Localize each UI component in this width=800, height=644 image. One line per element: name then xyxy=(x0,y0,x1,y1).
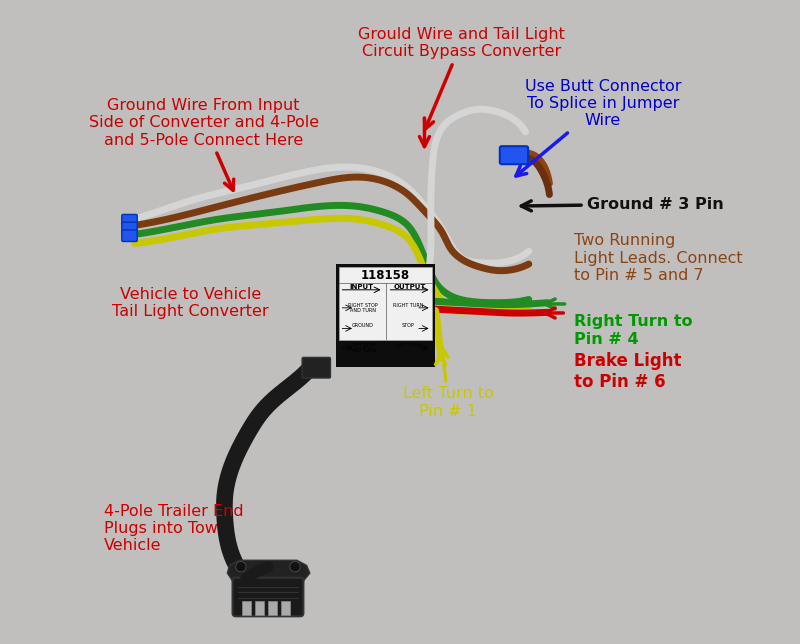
Text: Two Running
Light Leads. Connect
to Pin # 5 and 7: Two Running Light Leads. Connect to Pin … xyxy=(574,233,742,283)
Text: OUTPUT: OUTPUT xyxy=(394,284,426,290)
Text: RIGHT TURN: RIGHT TURN xyxy=(394,303,424,308)
Text: INPUT: INPUT xyxy=(350,284,374,290)
Text: LEFT TURN: LEFT TURN xyxy=(395,343,422,348)
Bar xyxy=(268,601,277,615)
Text: GROUND: GROUND xyxy=(352,323,374,328)
Circle shape xyxy=(236,562,246,572)
Polygon shape xyxy=(227,560,310,581)
Text: 4-Pole Trailer End
Plugs into Tow
Vehicle: 4-Pole Trailer End Plugs into Tow Vehicl… xyxy=(104,504,243,553)
Text: Left Turn to
Pin # 1: Left Turn to Pin # 1 xyxy=(403,348,494,419)
Text: Brake Light
to Pin # 6: Brake Light to Pin # 6 xyxy=(574,352,682,391)
Text: Vehicle to Vehicle
Tail Light Converter: Vehicle to Vehicle Tail Light Converter xyxy=(112,287,269,319)
Text: STOP: STOP xyxy=(402,323,415,328)
Circle shape xyxy=(290,562,300,572)
FancyBboxPatch shape xyxy=(233,578,303,616)
Bar xyxy=(339,267,431,340)
Text: Ground # 3 Pin: Ground # 3 Pin xyxy=(522,196,723,212)
Text: RIGHT STOP
AND TURN: RIGHT STOP AND TURN xyxy=(348,303,378,314)
Text: Right Turn to
Pin # 4: Right Turn to Pin # 4 xyxy=(574,314,693,346)
Bar xyxy=(242,601,251,615)
Text: Use Butt Connector
To Splice in Jumper
Wire: Use Butt Connector To Splice in Jumper W… xyxy=(516,79,681,176)
FancyBboxPatch shape xyxy=(122,230,138,242)
Text: 118158: 118158 xyxy=(361,269,410,282)
FancyBboxPatch shape xyxy=(302,357,330,378)
Bar xyxy=(281,601,290,615)
Text: LEFT STOP
AND TURN: LEFT STOP AND TURN xyxy=(350,343,375,354)
FancyBboxPatch shape xyxy=(500,146,528,164)
Text: Grould Wire and Tail Light
Circuit Bypass Converter: Grould Wire and Tail Light Circuit Bypas… xyxy=(358,27,565,129)
FancyBboxPatch shape xyxy=(122,214,138,226)
Text: Ground Wire From Input
Side of Converter and 4-Pole
and 5-Pole Connect Here: Ground Wire From Input Side of Converter… xyxy=(89,98,318,191)
FancyBboxPatch shape xyxy=(122,222,138,234)
Bar xyxy=(336,264,435,367)
Bar xyxy=(255,601,264,615)
